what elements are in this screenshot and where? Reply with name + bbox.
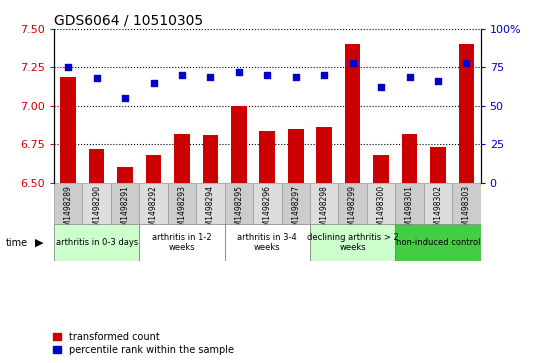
Bar: [345, 44, 360, 183]
Bar: [60, 77, 76, 183]
Bar: [452, 183, 481, 224]
Bar: [430, 147, 445, 183]
Text: time: time: [5, 237, 28, 248]
Point: [405, 74, 414, 79]
Bar: [168, 183, 196, 224]
Point: [206, 74, 215, 79]
Text: GSM1498303: GSM1498303: [462, 185, 471, 236]
Bar: [225, 224, 310, 261]
Text: GSM1498295: GSM1498295: [234, 185, 244, 236]
Bar: [174, 134, 190, 183]
Point: [178, 72, 186, 78]
Bar: [395, 183, 424, 224]
Bar: [395, 224, 481, 261]
Bar: [196, 183, 225, 224]
Text: GSM1498292: GSM1498292: [149, 185, 158, 236]
Point: [462, 60, 471, 66]
Text: declining arthritis > 2
weeks: declining arthritis > 2 weeks: [307, 233, 399, 252]
Bar: [89, 149, 104, 183]
Text: arthritis in 1-2
weeks: arthritis in 1-2 weeks: [152, 233, 212, 252]
Text: GDS6064 / 10510305: GDS6064 / 10510305: [54, 14, 203, 28]
Bar: [83, 183, 111, 224]
Bar: [225, 183, 253, 224]
Bar: [458, 44, 474, 183]
Bar: [310, 183, 339, 224]
Text: GSM1498300: GSM1498300: [376, 185, 386, 236]
Text: GSM1498302: GSM1498302: [434, 185, 442, 236]
Text: GSM1498297: GSM1498297: [291, 185, 300, 236]
Text: GSM1498290: GSM1498290: [92, 185, 101, 236]
Bar: [310, 224, 395, 261]
Text: arthritis in 0-3 days: arthritis in 0-3 days: [56, 238, 138, 247]
Point: [348, 60, 357, 66]
Bar: [373, 155, 389, 183]
Bar: [402, 134, 417, 183]
Bar: [424, 183, 452, 224]
Text: ▶: ▶: [35, 237, 44, 248]
Point: [377, 85, 386, 90]
Point: [149, 80, 158, 86]
Bar: [111, 183, 139, 224]
Text: GSM1498293: GSM1498293: [178, 185, 186, 236]
Point: [263, 72, 272, 78]
Point: [64, 65, 72, 70]
Bar: [253, 183, 281, 224]
Bar: [367, 183, 395, 224]
Bar: [139, 183, 168, 224]
Text: GSM1498289: GSM1498289: [64, 185, 73, 236]
Bar: [260, 131, 275, 183]
Bar: [139, 224, 225, 261]
Point: [92, 76, 101, 81]
Text: GSM1498298: GSM1498298: [320, 185, 329, 236]
Text: GSM1498301: GSM1498301: [405, 185, 414, 236]
Bar: [146, 155, 161, 183]
Text: non-induced control: non-induced control: [396, 238, 480, 247]
Text: GSM1498299: GSM1498299: [348, 185, 357, 236]
Bar: [117, 167, 133, 183]
Text: GSM1498291: GSM1498291: [120, 185, 130, 236]
Bar: [288, 129, 303, 183]
Text: GSM1498296: GSM1498296: [263, 185, 272, 236]
Bar: [54, 183, 83, 224]
Point: [234, 69, 243, 75]
Bar: [281, 183, 310, 224]
Text: arthritis in 3-4
weeks: arthritis in 3-4 weeks: [238, 233, 297, 252]
Legend: transformed count, percentile rank within the sample: transformed count, percentile rank withi…: [53, 331, 234, 355]
Bar: [54, 224, 139, 261]
Bar: [339, 183, 367, 224]
Bar: [231, 106, 247, 183]
Point: [434, 78, 442, 84]
Text: GSM1498294: GSM1498294: [206, 185, 215, 236]
Point: [292, 74, 300, 79]
Bar: [202, 135, 218, 183]
Point: [320, 72, 328, 78]
Bar: [316, 127, 332, 183]
Point: [121, 95, 130, 101]
